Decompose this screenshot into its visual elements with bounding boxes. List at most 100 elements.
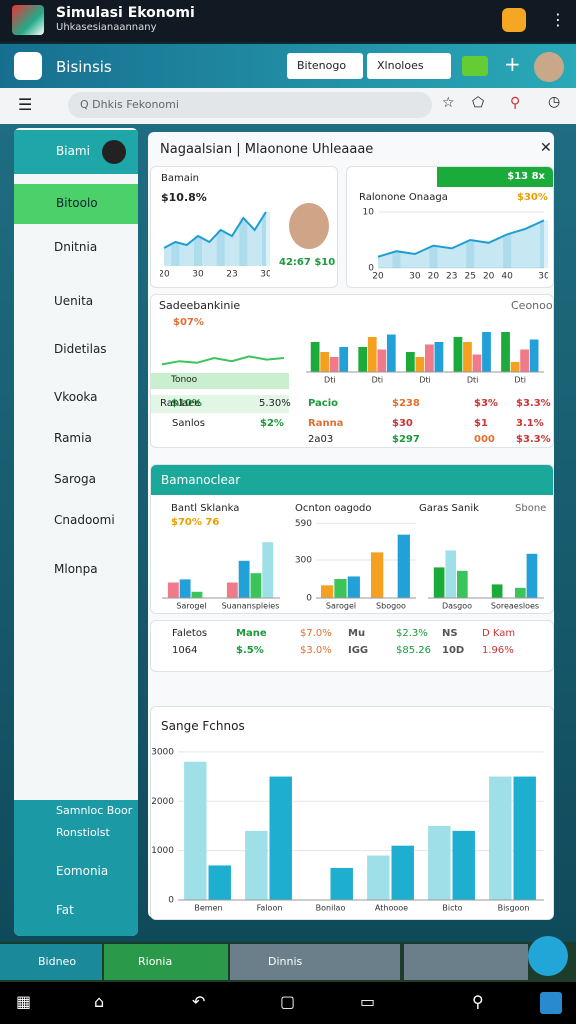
block-title: Ocnton oagodo — [295, 503, 372, 514]
bar — [371, 552, 384, 598]
table-cell: 1064 — [172, 645, 198, 656]
sidebar-label[interactable]: Didetilas — [54, 342, 107, 356]
footer-label[interactable]: Eomonia — [56, 864, 109, 878]
tab-icons[interactable] — [404, 944, 528, 980]
legend-row: $10% 5.30% — [151, 395, 291, 413]
x-tick-label: Dti — [514, 376, 526, 385]
x-tick-label: 20 — [428, 272, 440, 282]
nav-icon[interactable]: ↶ — [192, 992, 206, 1011]
legend-label: Tonoo — [171, 375, 198, 385]
x-tick-label: Sarogel — [176, 602, 206, 611]
nav-icon[interactable]: ▦ — [16, 992, 32, 1011]
app-icon — [12, 5, 44, 35]
green-icon[interactable] — [462, 56, 488, 76]
y-tick-label: 1000 — [152, 846, 174, 856]
app-subtitle: Uhkasesianaannany — [56, 22, 157, 33]
table-cell: 000 — [474, 434, 495, 445]
sidebar-label[interactable]: Mlonpa — [54, 562, 98, 576]
bar — [208, 865, 231, 900]
bar — [226, 582, 238, 598]
x-tick-label: Sbogoo — [376, 602, 406, 611]
shape-icon[interactable]: ⬠ — [472, 95, 485, 111]
x-tick-label: 23 — [446, 272, 457, 282]
bar — [453, 337, 463, 372]
logo — [14, 52, 42, 80]
sidebar-item-selected[interactable]: Bitoolo — [14, 184, 138, 224]
table-cell: $2% — [260, 418, 284, 429]
notify-icon[interactable]: ⚲ — [510, 95, 521, 111]
bar — [367, 855, 390, 900]
footer-label[interactable]: Ronstiolst — [56, 826, 110, 839]
area — [164, 212, 266, 266]
x-tick-label: 30 — [260, 270, 270, 280]
sidebar-item-active[interactable]: Biami — [14, 130, 138, 174]
avatar[interactable] — [534, 52, 564, 82]
bar — [245, 830, 268, 900]
x-tick-label: 40 — [501, 272, 513, 282]
section-header: Bamanoclear — [151, 465, 553, 495]
table-cell: D Kam — [482, 628, 516, 639]
bar-chart: 0 1000 2000 3000 Bemen Faloon Bonilao Athoooe Bi… — [152, 747, 544, 913]
table-cell: NS — [442, 628, 458, 639]
x-tick-label: 30 — [192, 270, 204, 280]
sidebar-label[interactable]: Uenita — [54, 294, 94, 308]
y-tick-label: 0 — [306, 594, 312, 604]
sidebar-footer: Samnloc Boor Ronstiolst Eomonia Fat — [14, 800, 138, 936]
column — [194, 236, 202, 266]
tab[interactable]: Bidneo — [0, 944, 102, 980]
sidebar-label[interactable]: Vkooka — [54, 390, 98, 404]
bar — [330, 867, 353, 900]
y-tick-label: 10 — [363, 208, 375, 218]
bar — [329, 357, 339, 372]
close-button[interactable]: ✕ — [540, 140, 552, 156]
block-title: Bantl Sklanka — [171, 503, 240, 514]
dropdown[interactable]: Bitenogo — [287, 53, 363, 79]
bar — [515, 587, 526, 598]
table-cell: Mu — [348, 628, 366, 639]
bar — [489, 776, 512, 900]
x-tick-label: Bemen — [194, 904, 222, 913]
bar — [167, 582, 179, 598]
tab[interactable]: Dinnis — [230, 944, 400, 980]
sidebar-label[interactable]: Cnadoomi — [54, 513, 115, 527]
y-tick-label: 3000 — [152, 747, 174, 757]
x-tick-label: 30 — [409, 272, 421, 282]
table-cell: 2a03 — [308, 434, 334, 445]
star-icon[interactable]: ☆ — [442, 95, 455, 111]
legend-value: $10% — [171, 398, 202, 409]
fab-button[interactable] — [528, 936, 568, 976]
toolbar: ☰ Q Dhkis Fekonomi ☆ ⬠ ⚲ ◷ — [0, 88, 576, 124]
x-tick-label: Sarogel — [326, 602, 356, 611]
hamburger[interactable]: ☰ — [18, 95, 33, 114]
sidebar-label[interactable]: Saroga — [54, 472, 96, 486]
table — [150, 620, 554, 672]
nav-icon[interactable]: ⌂ — [94, 992, 105, 1011]
table-cell: $297 — [392, 434, 420, 445]
table-cell: Mane — [236, 628, 267, 639]
bar — [482, 332, 491, 372]
nav-icon[interactable]: ⚲ — [472, 992, 484, 1011]
dropdown[interactable]: Xlnoloes — [367, 53, 451, 79]
block-title: Garas Sanik — [419, 503, 479, 514]
sidebar-label[interactable]: Ramia — [54, 431, 92, 445]
bar — [269, 776, 292, 900]
play-icon[interactable]: ◷ — [548, 94, 561, 110]
nav-icon[interactable] — [540, 992, 562, 1014]
menu-dots[interactable]: ⋮ — [550, 10, 566, 29]
badge-icon[interactable] — [502, 8, 526, 32]
search-box[interactable]: Q Dhkis Fekonomi — [68, 92, 432, 118]
nav-icon[interactable]: ▢ — [280, 992, 296, 1011]
card-label: Ralonone Onaaga — [359, 192, 448, 203]
x-tick-label: Soreaesloes — [491, 602, 539, 611]
footer-label[interactable]: Fat — [56, 903, 74, 917]
bar — [386, 334, 396, 372]
card: Bamain $10.8% 42:67 $10 — [150, 166, 338, 288]
bar — [397, 534, 410, 598]
tab[interactable]: Rionia — [104, 944, 228, 980]
x-tick-label: Dti — [324, 376, 336, 385]
add-button[interactable]: + — [504, 52, 521, 76]
card-value: $30% — [517, 192, 548, 203]
nav-icon[interactable]: ▭ — [360, 992, 376, 1011]
x-tick-label: Bicto — [442, 904, 462, 913]
sidebar-label[interactable]: Dnitnia — [54, 240, 98, 254]
